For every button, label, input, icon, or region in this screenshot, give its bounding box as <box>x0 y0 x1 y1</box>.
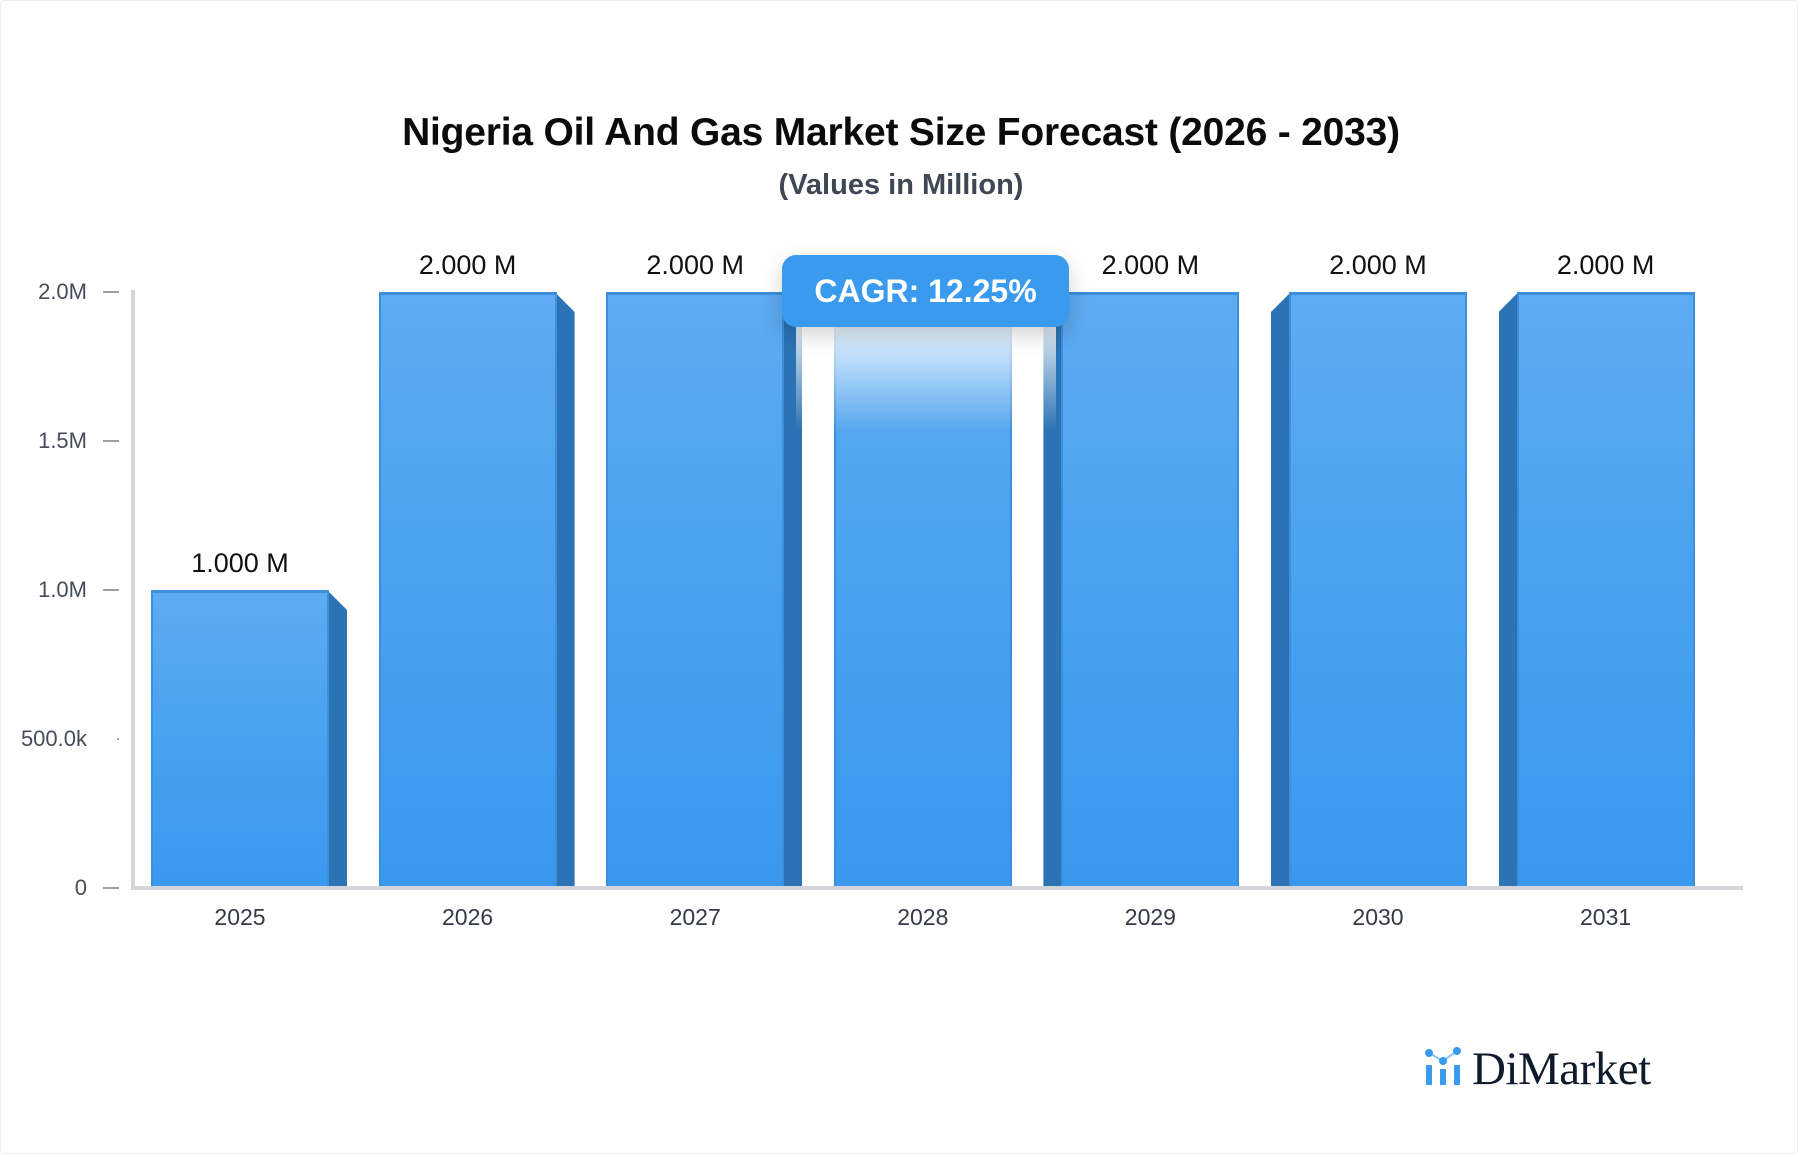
y-tick-label: 2.0M <box>38 279 87 304</box>
bar-value-label: 1.000 M <box>191 548 289 578</box>
x-tick-label: 2026 <box>442 904 494 930</box>
bar-front-face <box>378 292 557 888</box>
y-axis-line <box>131 290 135 890</box>
bar-side-face <box>1043 292 1064 888</box>
bar-value-label: 2.000 M <box>1329 250 1427 280</box>
y-tick-mark <box>117 738 119 740</box>
bar-2028[interactable] <box>833 1 1012 888</box>
bar-2026[interactable]: 2.000 M <box>378 1 575 888</box>
x-tick-label: 2027 <box>669 904 721 930</box>
y-tick-label: 0 <box>74 875 87 900</box>
bar-value-label: 2.000 M <box>418 250 517 280</box>
x-tick-label: 2029 <box>1124 904 1176 930</box>
bar-front-face <box>1289 292 1467 888</box>
x-tick-label: 2025 <box>214 904 266 930</box>
chart-title: Nigeria Oil And Gas Market Size Forecast… <box>402 111 1400 154</box>
x-tick-label: 2028 <box>897 904 949 930</box>
bar-2029[interactable]: 2.000 M <box>1043 1 1240 888</box>
bar-2031[interactable]: 2.000 M <box>1498 1 1695 888</box>
bar-front-face <box>606 292 785 888</box>
bar-front-face <box>151 590 329 888</box>
y-tick-mark <box>103 440 119 442</box>
logo-text: DiMarket <box>1472 1043 1651 1095</box>
x-tick-label: 2030 <box>1352 904 1404 930</box>
cagr-badge: CAGR: 12.25% <box>782 255 1069 327</box>
dimarket-logo: DiMarket <box>1424 1043 1651 1095</box>
y-tick-label: 1.0M <box>38 577 87 602</box>
x-axis-line <box>131 886 1743 890</box>
bar-side-face <box>1271 292 1291 888</box>
y-tick-label: 500.0k <box>20 726 87 751</box>
bar-2030[interactable]: 2.000 M <box>1271 1 1467 888</box>
x-tick-label: 2031 <box>1580 904 1632 930</box>
bar-2025[interactable]: 1.000 M <box>151 1 347 888</box>
bar-front-face <box>1516 292 1695 888</box>
chart-subtitle: (Values in Million) <box>778 169 1024 201</box>
bar-value-label: 2.000 M <box>646 250 744 280</box>
y-tick-mark <box>103 589 119 591</box>
bar-side-face <box>782 292 803 888</box>
bar-2027[interactable]: 2.000 M <box>606 1 803 888</box>
bar-front-face <box>1061 292 1240 888</box>
bar-value-label: 2.000 M <box>1556 250 1655 280</box>
y-tick-mark <box>103 887 119 889</box>
cagr-label: CAGR: 12.25% <box>814 272 1037 309</box>
bar-side-face <box>554 292 575 888</box>
cagr-badge-shadow <box>796 321 1056 431</box>
bar-value-label: 2.000 M <box>1101 250 1200 280</box>
y-tick-label: 1.5M <box>38 428 87 453</box>
y-tick-mark <box>103 291 119 293</box>
bar-side-face <box>1498 292 1519 888</box>
bar-chart-dots-icon <box>1424 1046 1462 1092</box>
bar-side-face <box>327 590 347 888</box>
